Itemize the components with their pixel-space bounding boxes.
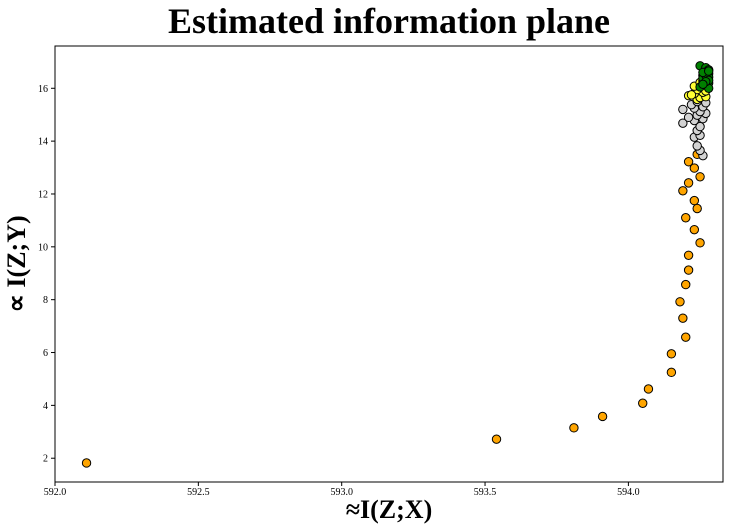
chart-title: Estimated information plane: [168, 1, 610, 41]
data-point: [681, 279, 691, 290]
data-points: [81, 61, 714, 468]
data-point: [597, 411, 608, 422]
y-tick-label: 10: [38, 242, 48, 253]
data-point: [643, 384, 654, 394]
y-tick-label: 2: [43, 454, 48, 465]
data-point: [689, 195, 700, 206]
data-point: [692, 203, 702, 214]
data-point: [81, 458, 92, 468]
data-point: [678, 118, 688, 128]
data-point: [695, 238, 705, 248]
data-point: [638, 398, 648, 408]
x-axis-label: ≈I(Z;X): [346, 495, 432, 524]
data-point: [695, 121, 705, 132]
data-point: [681, 213, 691, 223]
data-point: [678, 186, 688, 196]
y-axis: 2 4 6 8 10 12 14 16: [38, 84, 55, 465]
x-tick-label: 594.0: [617, 487, 640, 498]
y-tick-label: 8: [43, 295, 48, 306]
data-point: [683, 250, 694, 260]
x-tick-label: 592.5: [187, 487, 210, 498]
data-point: [681, 332, 691, 342]
data-point: [678, 104, 688, 115]
y-tick-label: 12: [38, 189, 48, 200]
plot-area: [54, 45, 724, 483]
y-tick-label: 14: [38, 137, 48, 148]
data-point: [692, 141, 702, 151]
x-tick-label: 592.0: [44, 487, 67, 498]
y-tick-label: 4: [43, 401, 48, 412]
data-point: [666, 367, 677, 378]
data-point: [698, 79, 708, 90]
data-point: [683, 178, 694, 188]
data-point: [689, 224, 700, 235]
y-tick-label: 16: [38, 84, 48, 95]
data-point: [686, 90, 697, 100]
data-point: [675, 297, 685, 307]
data-point: [683, 157, 694, 167]
x-tick-label: 593.0: [330, 487, 353, 498]
data-point: [569, 423, 579, 433]
x-axis: 592.0 592.5 593.0 593.5 594.0: [44, 482, 640, 498]
x-tick-label: 593.5: [474, 487, 497, 498]
y-axis-label: ∝ I(Z;Y): [2, 215, 31, 312]
data-point: [666, 349, 677, 359]
data-point: [689, 163, 700, 173]
data-point: [683, 112, 694, 123]
data-point: [695, 172, 705, 182]
data-point: [703, 66, 714, 76]
y-tick-label: 6: [43, 348, 48, 359]
data-point: [491, 434, 502, 444]
data-point: [678, 313, 688, 323]
data-point: [683, 265, 694, 275]
